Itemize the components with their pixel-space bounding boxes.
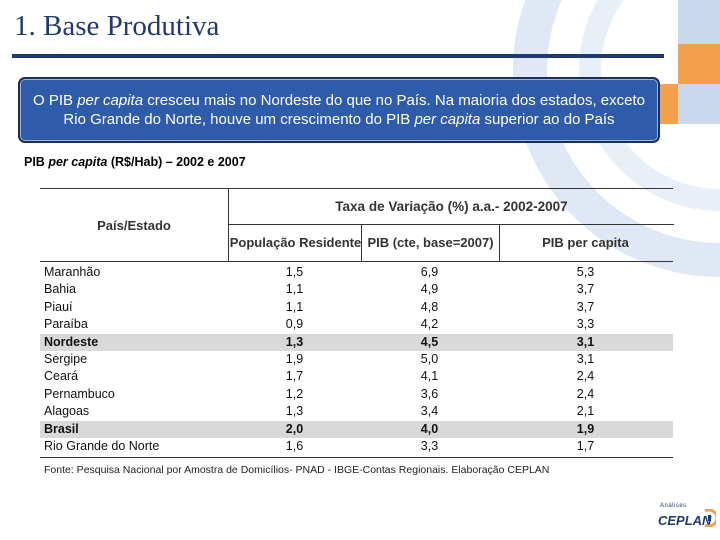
table-row: Maranhão 1,5 6,9 5,3 — [40, 264, 673, 281]
row-pib: 5,0 — [420, 351, 439, 366]
callout-text-part3: superior ao do País — [480, 111, 615, 128]
row-pib: 4,5 — [420, 334, 439, 349]
row-pib: 4,1 — [420, 369, 439, 384]
header-group: Taxa de Variação (%) a.a.- 2002-2007 — [228, 189, 674, 225]
table-row: Paraíba 0,9 4,2 3,3 — [40, 316, 673, 333]
row-population: 1,7 — [285, 369, 304, 384]
row-pib-per-capita: 5,3 — [576, 265, 595, 279]
row-name: Paraíba — [44, 317, 88, 332]
callout-em2: per capita — [414, 111, 481, 128]
highlight-callout: O PIB per capita cresceu mais no Nordest… — [18, 77, 660, 143]
row-name: Bahia — [44, 282, 76, 297]
row-name: Sergipe — [44, 351, 88, 366]
row-name: Rio Grande do Norte — [44, 438, 160, 453]
row-name: Piauí — [44, 299, 73, 314]
row-pib: 4,9 — [420, 282, 439, 297]
header-country: País/Estado — [97, 217, 171, 233]
row-pib: 4,0 — [420, 421, 439, 436]
row-name: Maranhão — [44, 265, 101, 279]
caption-em: per capita — [48, 155, 108, 169]
caption-part1: PIB — [24, 155, 49, 169]
row-population: 1,5 — [285, 265, 304, 279]
row-pib-per-capita: 3,7 — [576, 282, 595, 297]
table-row: Piauí 1,1 4,8 3,7 — [40, 299, 673, 316]
row-pib: 4,2 — [420, 317, 439, 332]
row-population: 1,6 — [285, 438, 304, 453]
table-row: Bahia 1,1 4,9 3,7 — [40, 281, 673, 298]
row-pib: 6,9 — [420, 265, 439, 279]
row-pib-per-capita: 3,1 — [576, 351, 595, 366]
row-pib-per-capita: 1,7 — [576, 438, 595, 453]
table-row: Pernambuco 1,2 3,6 2,4 — [40, 386, 673, 403]
row-population: 1,1 — [285, 282, 304, 297]
logo-mark-icon — [704, 509, 716, 527]
logo-tagline: Análises — [660, 503, 687, 509]
header-pib-per-capita: PIB per capita — [542, 235, 629, 250]
logo-name: CEPLAN — [658, 513, 712, 528]
row-pib: 3,4 — [420, 404, 439, 419]
title-underline — [12, 54, 664, 58]
row-population: 0,9 — [285, 317, 304, 332]
data-table: País/Estado Taxa de Variação (%) a.a.- 2… — [40, 188, 674, 477]
row-pib-per-capita: 2,4 — [576, 369, 595, 384]
row-population: 2,0 — [285, 421, 304, 436]
callout-text-part2: cresceu mais no Nordeste do que no País.… — [63, 92, 645, 128]
row-name: Pernambuco — [44, 386, 115, 401]
table-row: Alagoas 1,3 3,4 2,1 — [40, 403, 673, 420]
row-population: 1,2 — [285, 386, 304, 401]
row-pib: 3,3 — [420, 438, 439, 453]
header-pib: PIB (cte, base=2007) — [361, 225, 500, 261]
source-note: Fonte: Pesquisa Nacional por Amostra de … — [44, 464, 550, 477]
table-body: Maranhão 1,5 6,9 5,3 Bahia 1,1 4,9 3,7 Piauí 1,1 4… — [40, 264, 673, 455]
row-name: Ceará — [44, 369, 79, 384]
callout-text: O PIB per capita cresceu mais no Nordest… — [30, 91, 648, 129]
row-pib-per-capita: 2,4 — [576, 386, 595, 401]
ceplan-logo: Análises CEPLAN — [656, 503, 716, 535]
row-pib-per-capita: 1,9 — [576, 421, 595, 436]
table-row: Brasil 2,0 4,0 1,9 — [40, 420, 673, 438]
row-pib: 3,6 — [420, 386, 439, 401]
row-name: Nordeste — [44, 334, 99, 349]
row-pib-per-capita: 3,3 — [576, 317, 595, 332]
caption-part2: (R$/Hab) – 2002 e 2007 — [107, 155, 246, 169]
callout-em1: per capita — [77, 92, 144, 109]
table-row: Rio Grande do Norte 1,6 3,3 1,7 — [40, 438, 673, 455]
row-name: Brasil — [44, 421, 79, 436]
table-caption: PIB per capita (R$/Hab) – 2002 e 2007 — [24, 155, 246, 169]
table-row: Ceará 1,7 4,1 2,4 — [40, 368, 673, 385]
table-row: Nordeste 1,3 4,5 3,1 — [40, 333, 673, 351]
row-population: 1,3 — [285, 334, 304, 349]
header-population: População Residente — [228, 225, 362, 261]
callout-text-part1: O PIB — [33, 92, 78, 109]
row-population: 1,9 — [285, 351, 304, 366]
row-pib: 4,8 — [420, 299, 439, 314]
page-title: 1. Base Produtiva — [14, 10, 220, 42]
row-pib-per-capita: 2,1 — [576, 404, 595, 419]
table-bottom-rule — [40, 457, 673, 459]
row-pib-per-capita: 3,1 — [576, 334, 595, 349]
row-population: 1,3 — [285, 404, 304, 419]
row-name: Alagoas — [44, 404, 90, 419]
row-pib-per-capita: 3,7 — [576, 299, 595, 314]
table-row: Sergipe 1,9 5,0 3,1 — [40, 351, 673, 368]
table-header: País/Estado Taxa de Variação (%) a.a.- 2… — [40, 188, 674, 262]
row-population: 1,1 — [285, 299, 304, 314]
